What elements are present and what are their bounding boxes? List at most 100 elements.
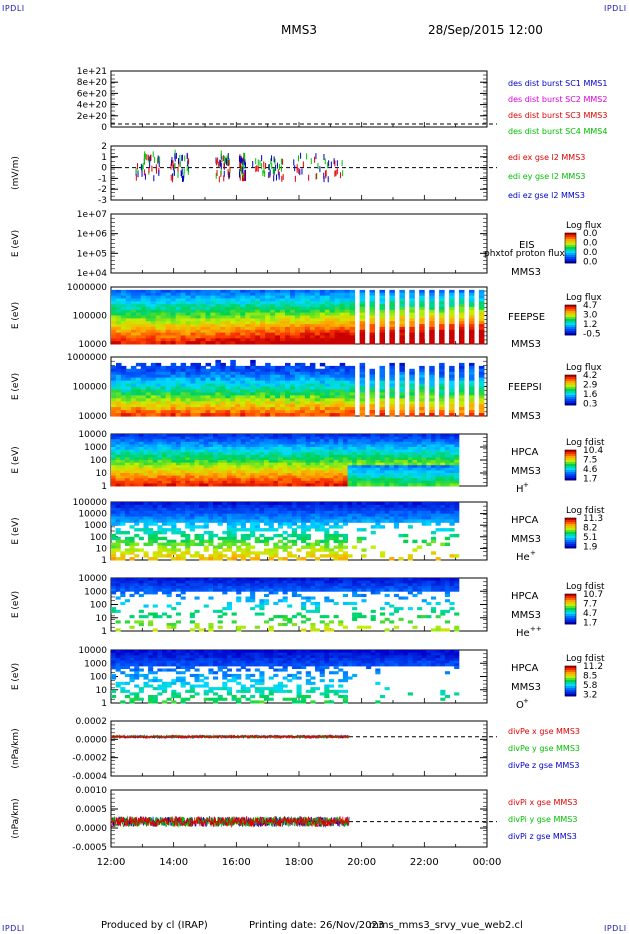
spectro-cell bbox=[245, 338, 251, 342]
spectro-cell bbox=[290, 368, 296, 373]
spectro-cell bbox=[215, 315, 221, 319]
y-tick-label: 1e+07 bbox=[77, 210, 107, 220]
spectro-cell bbox=[116, 338, 122, 342]
spectro-cell bbox=[208, 434, 214, 438]
spectro-cell bbox=[403, 447, 409, 451]
spectro-cell bbox=[290, 335, 296, 339]
spectro-cell bbox=[449, 449, 455, 453]
spectro-cell bbox=[180, 449, 186, 453]
spectro-cell bbox=[134, 465, 140, 469]
spectro-cell bbox=[190, 298, 196, 302]
spectro-cell bbox=[145, 295, 152, 299]
spectro-cell bbox=[319, 341, 326, 345]
spectro-cell bbox=[189, 462, 195, 466]
spectro-cell bbox=[398, 449, 404, 453]
spectro-cell bbox=[314, 315, 321, 319]
spectro-cell bbox=[205, 383, 211, 388]
spectro-cell bbox=[150, 318, 157, 322]
spectro-cell bbox=[231, 449, 237, 453]
spectro-cell bbox=[304, 338, 311, 342]
spectro-cell bbox=[342, 436, 348, 440]
spectro-cell bbox=[314, 398, 321, 402]
spectro-cell bbox=[301, 480, 307, 484]
spectro-cell bbox=[135, 362, 142, 367]
spectro-cell bbox=[309, 392, 316, 396]
spectro-cell bbox=[120, 395, 127, 399]
spectro-cell bbox=[185, 462, 191, 466]
spectro-cell bbox=[319, 377, 326, 382]
spectro-cell bbox=[435, 452, 441, 456]
spectro-cell bbox=[116, 341, 122, 345]
spectro-cell bbox=[291, 470, 297, 474]
spectro-cell bbox=[120, 401, 127, 405]
spectro-cell bbox=[215, 318, 221, 322]
spectro-cell bbox=[140, 301, 147, 305]
spectro-cell bbox=[299, 365, 306, 370]
spectro-cell bbox=[152, 531, 158, 535]
spectro-cell bbox=[175, 473, 181, 477]
spectro-cell bbox=[315, 462, 321, 466]
spectro-cell bbox=[444, 441, 450, 445]
spectro-cell bbox=[265, 377, 271, 382]
spectro-cell bbox=[180, 554, 186, 558]
spectro-cell bbox=[275, 395, 281, 399]
spectro-cell bbox=[162, 473, 168, 477]
spectro-cell bbox=[148, 470, 154, 474]
spectro-cell bbox=[203, 483, 209, 487]
spectro-cell bbox=[349, 315, 356, 319]
spectro-cell bbox=[339, 298, 346, 302]
spectro-cell bbox=[344, 306, 351, 311]
spectro-cell bbox=[124, 513, 130, 517]
spectro-cell bbox=[180, 507, 186, 512]
spectro-cell bbox=[344, 368, 351, 373]
panel-frame bbox=[110, 213, 488, 274]
spectro-cell bbox=[111, 475, 117, 479]
spectro-cell bbox=[166, 519, 172, 523]
spectro-cell bbox=[417, 473, 423, 477]
spectro-cell bbox=[409, 404, 415, 408]
spectro-cell bbox=[205, 321, 211, 325]
spectro-cell bbox=[275, 292, 281, 297]
spectro-cell bbox=[157, 507, 163, 512]
spectro-cell bbox=[124, 439, 130, 443]
spectro-cell bbox=[270, 368, 276, 373]
spectro-cell bbox=[116, 362, 122, 367]
spectro-cell bbox=[349, 371, 356, 376]
spectro-cell bbox=[250, 289, 256, 294]
spectro-cell bbox=[157, 454, 163, 458]
spectro-cell bbox=[116, 324, 122, 328]
spectro-cell bbox=[296, 465, 302, 469]
spectro-cell bbox=[143, 516, 149, 520]
spectro-cell bbox=[155, 289, 162, 294]
spectro-cell bbox=[329, 392, 336, 396]
spectro-cell bbox=[195, 295, 201, 299]
spectro-cell bbox=[380, 460, 386, 464]
spectro-cell bbox=[152, 457, 158, 461]
spectro-cell bbox=[250, 480, 256, 484]
spectro-cell bbox=[439, 401, 445, 405]
spectro-cell bbox=[200, 329, 206, 334]
spectro-cell bbox=[296, 452, 302, 456]
spectro-cell bbox=[199, 439, 205, 443]
spectro-cell bbox=[439, 386, 445, 390]
spectro-cell bbox=[254, 436, 260, 440]
spectro-cell bbox=[220, 386, 226, 390]
spectro-cell bbox=[111, 457, 117, 461]
spectro-cell bbox=[359, 341, 366, 345]
spectro-cell bbox=[282, 436, 288, 440]
y-axis-label: E (eV) bbox=[11, 517, 21, 544]
spectro-cell bbox=[180, 398, 187, 402]
spectro-cell bbox=[245, 413, 251, 417]
spectro-cell bbox=[260, 326, 266, 331]
spectro-cell bbox=[203, 473, 209, 477]
spectro-cell bbox=[319, 441, 325, 445]
spectro-cell bbox=[230, 380, 236, 385]
spectro-cell bbox=[195, 377, 201, 382]
spectro-cell bbox=[225, 312, 231, 316]
spectro-cell bbox=[334, 309, 341, 314]
spectro-cell bbox=[459, 398, 465, 402]
spectro-cell bbox=[389, 368, 395, 373]
spectro-cell bbox=[152, 478, 158, 482]
spectro-cell bbox=[230, 410, 236, 414]
